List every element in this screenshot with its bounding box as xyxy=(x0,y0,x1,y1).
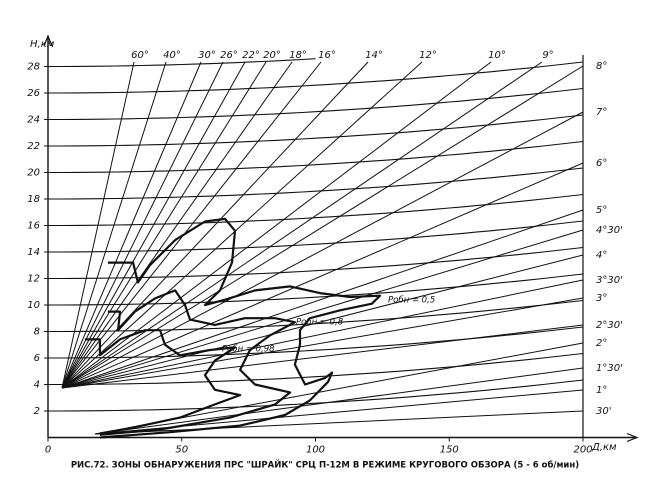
grid-line xyxy=(48,273,584,306)
zone-curve xyxy=(99,289,296,436)
right-angle-label: 3° xyxy=(596,293,607,304)
top-angle-label: 18° xyxy=(289,50,307,61)
y-tick-label: 8 xyxy=(34,326,40,337)
top-angle-label: 14° xyxy=(365,50,383,61)
grid-line xyxy=(48,87,584,121)
y-tick-label: 12 xyxy=(27,273,40,284)
x-tick-label: 100 xyxy=(306,445,325,456)
angle-ray xyxy=(61,111,584,389)
y-arrow xyxy=(43,34,53,47)
y-axis-label: H,км xyxy=(30,39,55,50)
angle-ray xyxy=(61,61,369,389)
y-tick-label: 16 xyxy=(27,220,40,231)
grid-line xyxy=(48,193,584,227)
angle-ray xyxy=(61,61,224,389)
grid-line xyxy=(48,58,316,68)
grid-line xyxy=(48,167,584,200)
right-angle-label: 3°30' xyxy=(596,275,623,286)
right-angle-label: 7° xyxy=(596,107,607,118)
right-angle-label: 4° xyxy=(596,250,607,261)
grid-line xyxy=(48,326,584,359)
y-tick-label: 6 xyxy=(34,353,40,364)
right-angle-label: 2° xyxy=(596,338,607,349)
grid-line xyxy=(48,352,584,386)
angle-ray xyxy=(61,162,584,389)
angle-ray xyxy=(61,297,584,389)
x-axis-label: Д,км xyxy=(591,442,617,453)
top-angle-label: 40° xyxy=(163,50,181,61)
top-angle-label: 60° xyxy=(131,50,149,61)
angle-ray xyxy=(61,61,543,389)
grid-line xyxy=(48,379,584,412)
angle-ray xyxy=(61,254,584,389)
top-angle-label: 26° xyxy=(220,50,238,61)
x-arrow xyxy=(626,432,639,443)
angle-ray xyxy=(61,61,293,389)
top-angle-label: 9° xyxy=(542,50,553,61)
top-angle-label: 16° xyxy=(318,50,336,61)
angle-ray xyxy=(61,65,584,389)
angle-ray xyxy=(61,61,322,389)
y-tick-label: 10 xyxy=(27,300,40,311)
angle-ray xyxy=(61,209,584,389)
y-tick-label: 28 xyxy=(27,61,40,72)
angle-ray xyxy=(94,410,584,435)
angle-ray xyxy=(61,61,167,389)
y-tick-label: 24 xyxy=(27,114,40,125)
angle-ray xyxy=(94,367,584,435)
y-tick-label: 20 xyxy=(27,167,40,178)
right-angle-label: 2°30' xyxy=(596,320,623,331)
angle-ray xyxy=(61,229,584,389)
x-tick-label: 200 xyxy=(573,445,592,456)
x-tick-label: 0 xyxy=(45,445,51,456)
top-angle-label: 22° xyxy=(242,50,260,61)
y-tick-label: 18 xyxy=(27,194,40,205)
right-angle-label: 30' xyxy=(596,406,611,417)
angle-ray xyxy=(61,61,246,389)
y-tick-label: 2 xyxy=(34,406,40,417)
y-tick-label: 26 xyxy=(27,88,40,99)
grid-line xyxy=(48,220,584,253)
zone-curve xyxy=(99,217,382,439)
curve-label: Pобн = 0,98 xyxy=(222,345,275,355)
y-tick-label: 22 xyxy=(27,141,40,152)
angle-ray xyxy=(61,61,202,389)
top-angle-label: 20° xyxy=(263,50,281,61)
curve-label: Pобн = 0,8 xyxy=(296,318,344,328)
y-tick-label: 14 xyxy=(27,247,40,258)
angle-ray xyxy=(61,324,584,389)
angle-ray xyxy=(61,61,423,389)
x-tick-label: 150 xyxy=(440,445,459,456)
angle-ray xyxy=(61,61,267,389)
y-tick-label: 4 xyxy=(34,379,40,390)
right-angle-label: 8° xyxy=(596,61,607,72)
angle-ray xyxy=(61,279,584,389)
right-angle-label: 6° xyxy=(596,158,607,169)
x-tick-label: 50 xyxy=(175,445,188,456)
right-angle-label: 1°30' xyxy=(596,363,623,374)
grid-line xyxy=(48,61,584,94)
right-angle-label: 4°30' xyxy=(596,225,623,236)
grid-line xyxy=(48,114,584,147)
zone-curve xyxy=(84,329,242,435)
top-angle-label: 30° xyxy=(198,50,216,61)
top-angle-label: 12° xyxy=(419,50,437,61)
top-angle-label: 10° xyxy=(488,50,506,61)
angle-ray xyxy=(61,61,135,389)
right-angle-label: 5° xyxy=(596,205,607,216)
grid-line xyxy=(48,140,584,174)
caption: РИС.72. ЗОНЫ ОБНАРУЖЕНИЯ ПРС "ШРАЙК" СРЦ… xyxy=(71,459,579,471)
right-angle-label: 1° xyxy=(596,385,607,396)
curve-label: Pобн = 0,5 xyxy=(388,296,435,306)
